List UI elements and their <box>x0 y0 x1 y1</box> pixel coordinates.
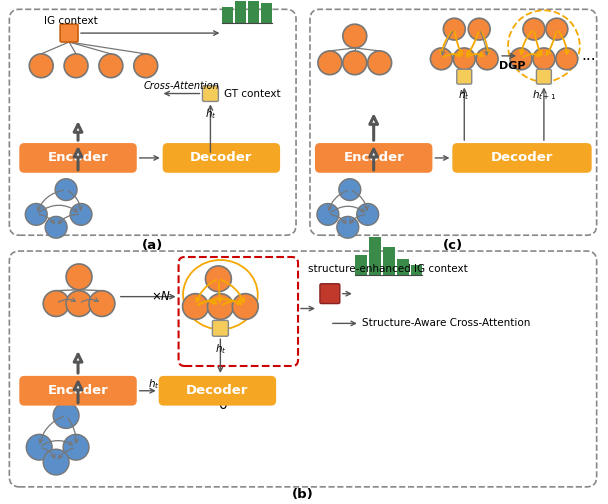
Circle shape <box>546 18 568 40</box>
Circle shape <box>468 18 490 40</box>
FancyBboxPatch shape <box>457 69 472 84</box>
FancyBboxPatch shape <box>159 376 276 406</box>
Circle shape <box>29 54 53 78</box>
Circle shape <box>53 403 79 428</box>
Text: $h_t$: $h_t$ <box>458 89 470 102</box>
FancyBboxPatch shape <box>60 24 78 42</box>
FancyBboxPatch shape <box>202 86 218 101</box>
Circle shape <box>66 264 92 290</box>
Circle shape <box>430 48 452 70</box>
Circle shape <box>476 48 498 70</box>
Circle shape <box>55 179 77 201</box>
FancyBboxPatch shape <box>212 321 229 336</box>
Circle shape <box>43 291 69 317</box>
Text: $\times N$: $\times N$ <box>151 290 171 303</box>
Circle shape <box>317 204 339 225</box>
Text: (a): (a) <box>142 238 164 251</box>
Circle shape <box>510 48 532 70</box>
Text: Encoder: Encoder <box>47 384 108 397</box>
Text: Decoder: Decoder <box>190 151 252 164</box>
Text: $h_{t+1}$: $h_{t+1}$ <box>532 89 556 102</box>
Circle shape <box>63 434 89 460</box>
Circle shape <box>207 294 233 320</box>
Circle shape <box>337 216 359 238</box>
Circle shape <box>66 291 92 317</box>
Text: Encoder: Encoder <box>47 151 108 164</box>
Circle shape <box>89 291 115 317</box>
FancyBboxPatch shape <box>536 69 551 84</box>
Text: (b): (b) <box>292 488 314 501</box>
Circle shape <box>454 48 475 70</box>
Circle shape <box>43 449 69 475</box>
Text: GT context: GT context <box>224 89 281 98</box>
Circle shape <box>343 24 367 48</box>
Circle shape <box>443 18 465 40</box>
Bar <box>354 255 367 275</box>
Bar <box>235 0 246 23</box>
Circle shape <box>368 51 392 75</box>
FancyBboxPatch shape <box>452 143 592 173</box>
Circle shape <box>232 294 258 320</box>
Circle shape <box>318 51 342 75</box>
Text: DGP: DGP <box>499 61 525 71</box>
Text: Encoder: Encoder <box>344 151 404 164</box>
Bar <box>248 0 259 23</box>
Circle shape <box>99 54 123 78</box>
Circle shape <box>556 48 578 70</box>
Bar <box>410 265 423 275</box>
Bar <box>382 247 395 275</box>
Bar <box>368 237 381 275</box>
Text: structure-enhanced IG context: structure-enhanced IG context <box>308 264 468 274</box>
Text: Decoder: Decoder <box>491 151 553 164</box>
Bar <box>223 8 233 23</box>
Text: 0: 0 <box>218 398 227 412</box>
Circle shape <box>339 179 361 201</box>
Circle shape <box>70 204 92 225</box>
Text: $h_t$: $h_t$ <box>205 107 216 121</box>
Circle shape <box>134 54 157 78</box>
Text: Cross-Attention: Cross-Attention <box>143 81 219 91</box>
FancyBboxPatch shape <box>163 143 280 173</box>
Bar <box>396 259 409 275</box>
Circle shape <box>357 204 379 225</box>
Circle shape <box>523 18 545 40</box>
Circle shape <box>206 266 231 292</box>
Text: (c): (c) <box>443 238 463 251</box>
Circle shape <box>64 54 88 78</box>
FancyBboxPatch shape <box>320 284 340 303</box>
Circle shape <box>343 51 367 75</box>
Bar <box>261 4 272 23</box>
Circle shape <box>26 434 52 460</box>
FancyBboxPatch shape <box>19 143 137 173</box>
Circle shape <box>45 216 67 238</box>
Text: Decoder: Decoder <box>186 384 249 397</box>
Text: $h_t$: $h_t$ <box>215 342 226 356</box>
Circle shape <box>26 204 47 225</box>
Text: Structure-Aware Cross-Attention: Structure-Aware Cross-Attention <box>362 319 530 329</box>
FancyBboxPatch shape <box>19 376 137 406</box>
Text: ...: ... <box>581 48 596 64</box>
Text: IG context: IG context <box>44 16 98 26</box>
FancyBboxPatch shape <box>315 143 432 173</box>
Circle shape <box>182 294 209 320</box>
Circle shape <box>533 48 555 70</box>
Text: $h_t$: $h_t$ <box>148 377 159 391</box>
